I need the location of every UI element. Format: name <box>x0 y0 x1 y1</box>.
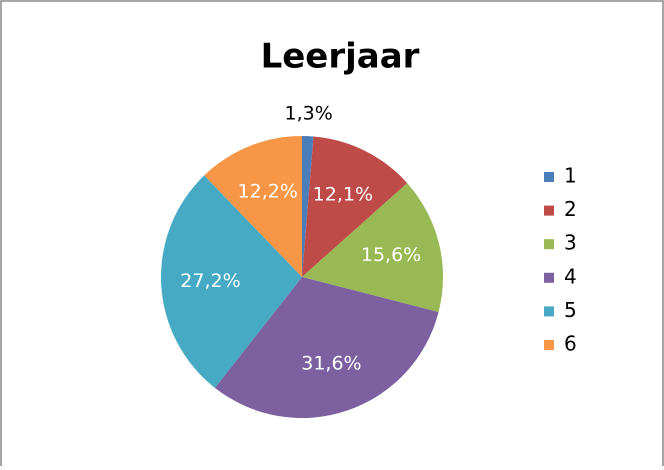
legend-label: 2 <box>564 197 577 221</box>
legend-swatch <box>544 340 554 350</box>
pie-slice <box>302 183 443 313</box>
data-label: 15,6% <box>361 244 421 266</box>
pie-slice <box>161 175 302 388</box>
legend-label: 3 <box>564 231 577 255</box>
pie-slice <box>204 136 302 277</box>
legend-label: 4 <box>564 264 577 288</box>
legend-label: 5 <box>564 298 577 322</box>
legend-swatch <box>544 239 554 250</box>
legend-swatch <box>544 306 554 317</box>
data-label: 31,6% <box>301 352 361 374</box>
legend-swatch <box>544 205 554 216</box>
legend-swatch <box>544 172 554 182</box>
data-label: 12,2% <box>238 180 298 202</box>
pie-slice <box>302 136 408 277</box>
chart-title: Leerjaar <box>261 37 420 77</box>
legend-swatch <box>544 272 554 283</box>
data-label: 27,2% <box>180 270 240 292</box>
data-label: 12,1% <box>313 183 373 205</box>
data-label: 1,3% <box>285 103 333 125</box>
legend-label: 1 <box>564 164 577 188</box>
legend-label: 6 <box>564 332 577 356</box>
pie-slice <box>302 136 314 277</box>
pie-slice <box>214 277 439 418</box>
